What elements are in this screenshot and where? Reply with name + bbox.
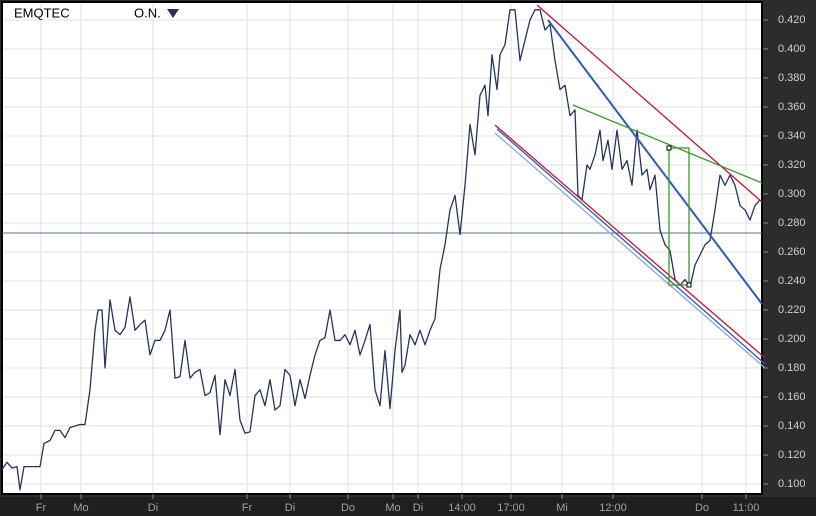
x-tick-label: Mo <box>385 502 400 514</box>
axes: 0.100 0.120 0.140 0.160 0.180 0.200 0.220 0.240… <box>36 14 806 514</box>
menu-button[interactable]: O.N. <box>134 5 179 20</box>
handle <box>666 145 672 151</box>
y-tick-label: 0.260 <box>778 246 806 258</box>
y-tick-label: 0.220 <box>778 304 806 316</box>
price-line <box>1 9 761 491</box>
y-tick-label: 0.200 <box>778 333 806 345</box>
x-tick-label: 12:00 <box>599 502 627 514</box>
channel-line <box>494 132 766 369</box>
x-tick-label: Do <box>341 502 355 514</box>
x-tick-label: Di <box>285 502 295 514</box>
menu-label[interactable]: O.N. <box>134 5 161 20</box>
y-tick-label: 0.280 <box>778 217 806 229</box>
x-tick-label: Do <box>695 502 709 514</box>
x-tick-label: Fr <box>36 502 47 514</box>
x-tick-label: 11:00 <box>733 502 760 514</box>
channel-line <box>496 128 766 365</box>
series <box>1 9 761 491</box>
y-tick-label: 0.340 <box>778 130 806 142</box>
channel-line <box>494 124 766 359</box>
y-tick-label: 0.240 <box>778 275 806 287</box>
x-tick-label: Di <box>148 502 158 514</box>
trendline <box>572 104 763 184</box>
x-tick-label: Mo <box>73 502 88 514</box>
grid <box>3 3 761 493</box>
trendline <box>536 4 763 203</box>
y-tick-label: 0.120 <box>778 449 806 461</box>
y-tick-label: 0.140 <box>778 420 806 432</box>
symbol-title: EMQTEC <box>14 5 70 20</box>
y-tick-label: 0.400 <box>778 43 806 55</box>
plot-area <box>1 1 763 495</box>
y-tick-label: 0.360 <box>778 101 806 113</box>
y-tick-label: 0.380 <box>778 72 806 84</box>
trendline <box>547 19 763 305</box>
x-tick-label: 14:00 <box>448 502 476 514</box>
x-tick-label: Di <box>413 502 423 514</box>
measure-box <box>668 147 690 286</box>
drawings <box>494 4 766 369</box>
x-tick-label: Fr <box>242 502 253 514</box>
x-tick-label: 17:00 <box>497 502 525 514</box>
x-axis-band <box>0 497 816 516</box>
y-tick-label: 0.160 <box>778 391 806 403</box>
y-tick-label: 0.100 <box>778 478 806 490</box>
x-tick-label: Mi <box>556 502 568 514</box>
dropdown-arrow[interactable] <box>167 9 179 18</box>
y-tick-label: 0.300 <box>778 188 806 200</box>
y-tick-label: 0.180 <box>778 362 806 374</box>
handle <box>686 282 692 288</box>
y-tick-label: 0.420 <box>778 14 806 26</box>
y-tick-label: 0.320 <box>778 159 806 171</box>
